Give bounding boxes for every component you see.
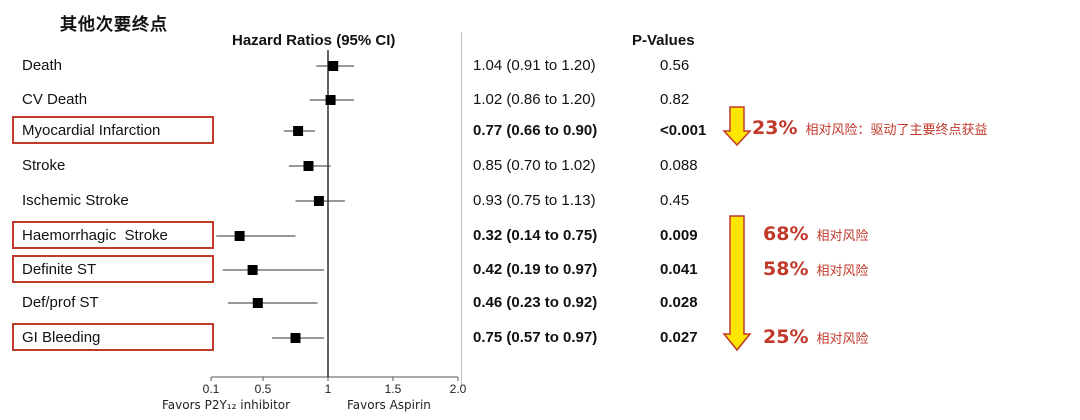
relative-risk-annotation: 25% 相对风险 [763, 326, 869, 348]
annotation-text: 相对风险 [816, 332, 869, 347]
x-tick-label: 1 [325, 382, 332, 396]
p-value: 0.009 [660, 227, 698, 244]
p-value: <0.001 [660, 122, 707, 139]
outcome-label: Haemorrhagic Stroke [22, 227, 168, 244]
outcome-label: Death [22, 57, 63, 74]
p-value: 0.041 [660, 261, 698, 278]
relative-risk-annotation: 58% 相对风险 [763, 258, 869, 280]
down-arrow-icon [722, 106, 752, 147]
p-value: 0.088 [660, 157, 698, 174]
x-tick-label: 2.0 [450, 382, 467, 396]
risk-reduction-percent: 23% [752, 117, 798, 139]
down-arrow-icon [722, 215, 752, 352]
column-divider [461, 32, 462, 387]
point-estimate [234, 231, 245, 241]
annotation-text: 相对风险 [816, 264, 869, 279]
risk-reduction-percent: 68% [763, 223, 809, 245]
hazard-ratios-header: Hazard Ratios (95% CI) [232, 32, 396, 49]
highlight-box [12, 221, 214, 249]
point-estimate [325, 95, 336, 105]
highlight-box [12, 255, 214, 283]
p-value: 0.82 [660, 91, 690, 108]
hazard-ratio-ci: 1.02 (0.86 to 1.20) [473, 91, 596, 108]
point-estimate [252, 298, 263, 308]
hazard-ratio-ci: 0.32 (0.14 to 0.75) [473, 227, 598, 244]
point-estimate [247, 265, 258, 275]
hazard-ratio-ci: 0.75 (0.57 to 0.97) [473, 329, 598, 346]
hazard-ratio-ci: 0.42 (0.19 to 0.97) [473, 261, 598, 278]
point-estimate [290, 333, 301, 343]
p-value: 0.028 [660, 294, 698, 311]
outcome-label: Myocardial Infarction [22, 122, 161, 139]
hazard-ratio-ci: 0.46 (0.23 to 0.92) [473, 294, 598, 311]
hazard-ratio-ci: 1.04 (0.91 to 1.20) [473, 57, 596, 74]
p-value: 0.45 [660, 192, 690, 209]
outcome-label: Ischemic Stroke [22, 192, 129, 209]
relative-risk-annotation: 68% 相对风险 [763, 223, 869, 245]
favors-left-label: Favors P2Y₁₂ inhibitor [162, 398, 291, 412]
hazard-ratio-ci: 0.85 (0.70 to 1.02) [473, 157, 596, 174]
outcome-label: Stroke [22, 157, 66, 174]
hazard-ratio-ci: 0.77 (0.66 to 0.90) [473, 122, 598, 139]
outcome-label: Definite ST [22, 261, 97, 278]
outcome-label: Def/prof ST [22, 294, 99, 311]
x-tick-label: 1.5 [385, 382, 402, 396]
risk-reduction-percent: 25% [763, 326, 809, 348]
favors-right-label: Favors Aspirin [347, 398, 431, 412]
x-tick-label: 0.1 [203, 382, 220, 396]
p-values-header: P-Values [632, 32, 695, 49]
p-value: 0.027 [660, 329, 698, 346]
risk-reduction-percent: 58% [763, 258, 809, 280]
relative-risk-annotation: 23% 相对风险：驱动了主要终点获益 [752, 117, 988, 139]
point-estimate [328, 61, 339, 71]
annotation-text: 相对风险：驱动了主要终点获益 [805, 123, 988, 138]
p-value: 0.56 [660, 57, 690, 74]
point-estimate [313, 196, 324, 206]
hazard-ratio-ci: 0.93 (0.75 to 1.13) [473, 192, 596, 209]
outcome-label: CV Death [22, 91, 88, 108]
highlight-box [12, 323, 214, 351]
point-estimate [303, 161, 314, 171]
outcome-label: GI Bleeding [22, 329, 101, 346]
highlight-box [12, 116, 214, 144]
point-estimate [293, 126, 304, 136]
annotation-text: 相对风险 [816, 229, 869, 244]
chart-title: 其他次要终点 [60, 15, 168, 35]
x-tick-label: 0.5 [255, 382, 272, 396]
